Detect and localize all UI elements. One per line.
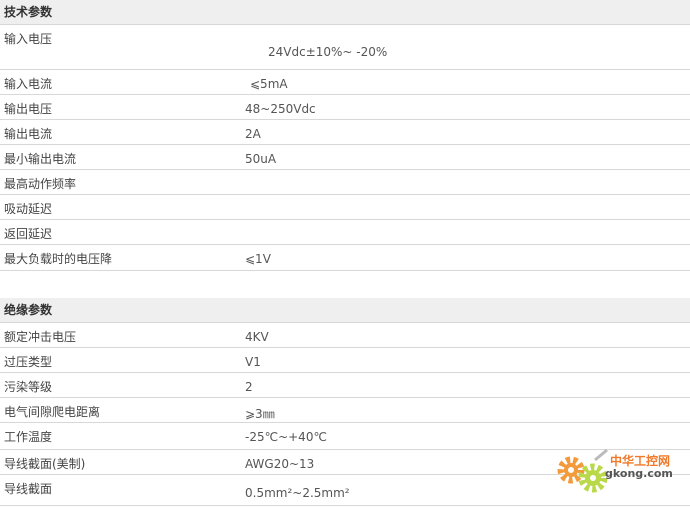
row-value: ⩾3㎜: [245, 407, 275, 421]
row-value: 4KV: [245, 330, 269, 344]
row-label: 导线截面(美制): [4, 457, 86, 471]
gkong-watermark-logo: 中华工控网 gkong.com: [555, 448, 685, 498]
row-label: 输出电流: [4, 127, 53, 141]
table-row: 返回延迟: [0, 220, 690, 245]
row-value: 2A: [245, 127, 261, 141]
table-row: 污染等级 2: [0, 373, 690, 398]
row-label: 最大负载时的电压降: [4, 252, 113, 266]
row-label: 最小输出电流: [4, 152, 77, 166]
row-value: 50uA: [245, 152, 277, 166]
row-value: AWG20~13: [245, 457, 315, 471]
table-row: 工作温度 -25℃~+40℃: [0, 423, 690, 450]
row-label: 污染等级: [4, 380, 53, 394]
row-label: 过压类型: [4, 355, 53, 369]
table-row: 最小输出电流 50uA: [0, 145, 690, 170]
watermark-url: gkong.com: [605, 467, 673, 480]
insulation-params-section: 绝缘参数 额定冲击电压 4KV 过压类型 V1 污染等级 2 电气间隙爬电距离 ⩾3㎜ …: [0, 298, 690, 506]
table-row: 导线截面(美制) AWG20~13: [0, 450, 690, 475]
table-row: 吸动延迟: [0, 195, 690, 220]
gears-icon: [557, 448, 608, 493]
row-label: 返回延迟: [4, 227, 53, 241]
watermark-cn: 中华工控网: [610, 454, 671, 468]
row-label: 电气间隙爬电距离: [4, 405, 101, 419]
row-label: 导线截面: [4, 482, 53, 496]
row-value: V1: [245, 355, 261, 369]
table-row: 输入电压 24Vdc±10%~ -20%: [0, 25, 690, 70]
table-row: 输入电流 ⩽5mA: [0, 70, 690, 95]
row-value: ⩽1V: [245, 252, 271, 266]
tech-params-section: 技术参数 输入电压 24Vdc±10%~ -20% 输入电流 ⩽5mA 输出电压 48…: [0, 0, 690, 271]
row-label: 额定冲击电压: [4, 330, 77, 344]
table-row: 额定冲击电压 4KV: [0, 323, 690, 348]
table-row: 输出电流 2A: [0, 120, 690, 145]
row-value: -25℃~+40℃: [245, 430, 327, 444]
section-header: 绝缘参数: [0, 298, 690, 323]
table-row: 最高动作频率: [0, 170, 690, 195]
row-label: 工作温度: [4, 430, 53, 444]
row-value: 24Vdc±10%~ -20%: [268, 45, 388, 59]
row-value: ⩽5mA: [250, 77, 288, 91]
row-value: 0.5mm²~2.5mm²: [245, 486, 350, 500]
row-label: 吸动延迟: [4, 202, 53, 216]
row-value: 48~250Vdc: [245, 102, 316, 116]
row-label: 输入电压: [4, 32, 53, 46]
row-value: 2: [245, 380, 253, 394]
row-label: 输入电流: [4, 77, 53, 91]
table-row: 过压类型 V1: [0, 348, 690, 373]
table-row: 导线截面 0.5mm²~2.5mm²: [0, 475, 690, 506]
table-row: 电气间隙爬电距离 ⩾3㎜: [0, 398, 690, 423]
section-header: 技术参数: [0, 0, 690, 25]
row-label: 输出电压: [4, 102, 53, 116]
table-row: 输出电压 48~250Vdc: [0, 95, 690, 120]
row-label: 最高动作频率: [4, 177, 77, 191]
table-row: 最大负载时的电压降 ⩽1V: [0, 245, 690, 271]
